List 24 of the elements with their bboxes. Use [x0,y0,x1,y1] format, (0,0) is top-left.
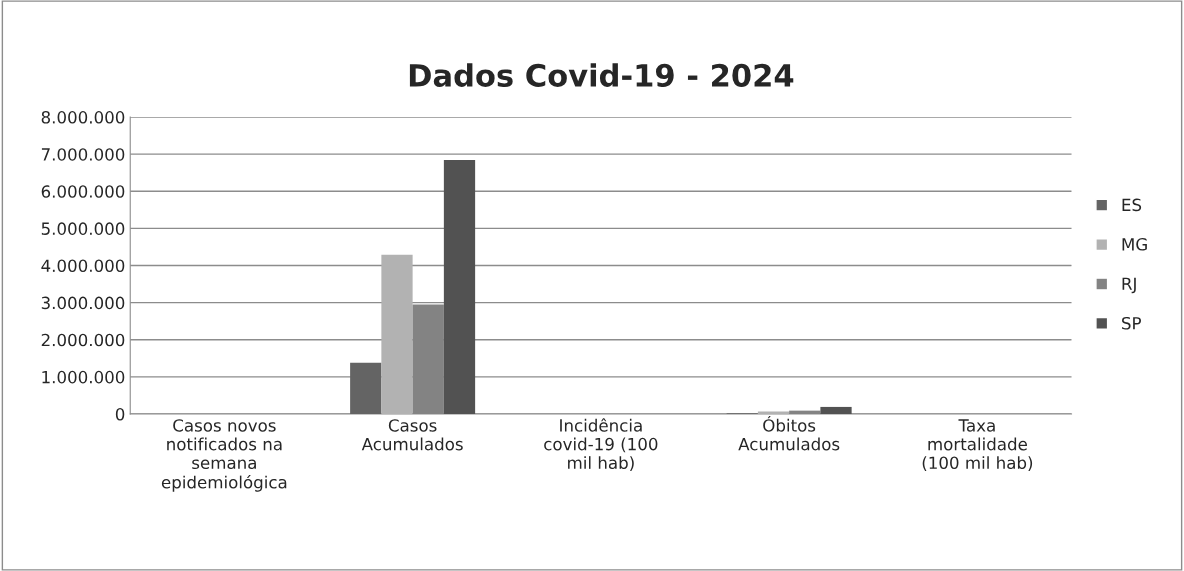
legend-label: SP [1122,316,1141,330]
x-tick-label: Incidência covid-19 (100 mil hab) [544,418,658,472]
legend-label: RJ [1122,277,1136,294]
bar [350,362,382,414]
y-tick-label: 6.000.000 [41,185,125,198]
y-tick-label: 2.000.000 [41,333,125,347]
y-tick-label: 0 [115,407,125,421]
legend-label: ES [1122,198,1142,212]
y-tick-label: 5.000.000 [41,222,125,235]
bar [443,160,476,414]
legend-label: MG [1122,238,1147,251]
y-tick-label: 8.000.000 [41,111,125,124]
y-tick-label: 3.000.000 [41,296,125,310]
bar [381,254,413,414]
x-tick-label: Casos Acumulados [361,419,463,451]
bar [757,411,790,414]
y-tick-label: 4.000.000 [41,259,125,273]
y-tick-label: 1.000.000 [42,370,125,384]
x-tick-label: Taxa mortalidade (100 mil hab) [922,419,1033,472]
x-tick-label: Casos novos notificados na semana epidemiológica [161,419,287,492]
y-tick-label: 7.000.000 [41,148,125,161]
x-tick-label: Óbitos Acumulados [738,416,840,451]
chart-title: Dados Covid-19 - 2024 [409,63,794,87]
bar [820,406,852,414]
